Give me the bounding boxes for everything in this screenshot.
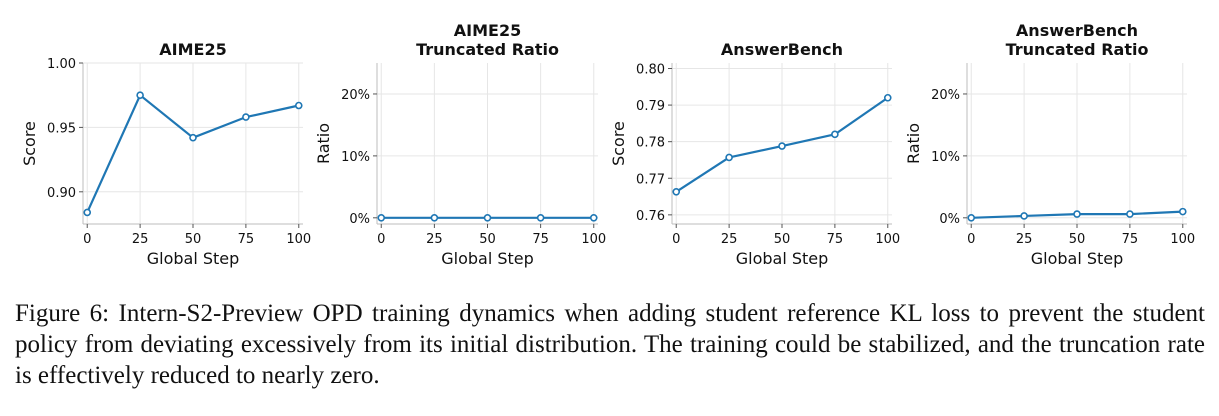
x-tick-label: 100: [286, 232, 311, 247]
x-tick-label: 50: [479, 232, 496, 247]
data-point: [483, 214, 492, 222]
x-tick-label: 25: [721, 232, 738, 247]
x-tick-label: 100: [581, 232, 606, 247]
chart-title: AIME25: [454, 21, 521, 40]
data-point: [1126, 210, 1134, 218]
data-point: [831, 130, 839, 139]
data-point: [778, 142, 786, 150]
figure-caption: Figure 6: Intern-S2-Preview OPD training…: [15, 300, 1205, 389]
data-point: [189, 133, 197, 142]
x-tick-label: 100: [875, 232, 900, 247]
data-point: [377, 214, 386, 222]
x-tick-label: 0: [967, 232, 975, 247]
data-point: [672, 188, 681, 196]
data-point: [883, 93, 892, 102]
x-tick-label: 50: [774, 232, 791, 247]
y-tick-label: 0%: [939, 212, 960, 227]
y-tick-label: 0.78: [636, 136, 665, 151]
x-axis-label: Global Step: [736, 249, 829, 268]
data-point: [589, 214, 598, 222]
y-axis-label: Ratio: [314, 123, 333, 164]
x-tick-label: 25: [1016, 232, 1033, 247]
data-point: [430, 214, 439, 222]
x-tick-label: 25: [426, 232, 443, 247]
data-point: [1020, 212, 1028, 220]
y-tick-label: 10%: [931, 150, 960, 165]
figure-charts: 0 25 50 75 100 0.90 0.95 1.00 AIME25 Global Step S…: [20, 21, 1195, 268]
data-point: [1178, 207, 1187, 216]
y-tick-label: 0.90: [47, 186, 76, 201]
data-point: [294, 101, 303, 110]
y-tick-label: 0.77: [636, 172, 665, 187]
data-point: [1073, 210, 1081, 218]
x-tick-label: 50: [1069, 232, 1086, 247]
data-point: [83, 208, 92, 217]
chart-title: AIME25: [159, 40, 226, 59]
y-axis-label: Score: [20, 121, 39, 166]
chart-title: AnswerBench: [1016, 21, 1138, 40]
x-axis-label: Global Step: [441, 249, 534, 268]
x-axis-label: Global Step: [147, 249, 240, 268]
data-point: [725, 153, 733, 162]
x-tick-label: 50: [185, 232, 202, 247]
data-point: [242, 113, 250, 121]
y-tick-label: 0.95: [47, 121, 76, 136]
chart-panel-3: 0 25 50 75 100 0.76 0.77 0.78 0.79 0.80 AnswerBenc…: [609, 40, 900, 268]
y-tick-label: 10%: [341, 150, 370, 165]
chart-title: AnswerBench: [721, 40, 843, 59]
y-tick-label: 1.00: [47, 57, 76, 72]
x-tick-label: 100: [1170, 232, 1195, 247]
x-tick-label: 75: [532, 232, 549, 247]
y-tick-label: 0.80: [636, 62, 665, 77]
chart-title: Truncated Ratio: [1006, 40, 1149, 59]
x-tick-label: 75: [238, 232, 255, 247]
y-tick-label: 20%: [341, 88, 370, 103]
y-tick-label: 0%: [349, 212, 370, 227]
chart-panel-1: 0 25 50 75 100 0.90 0.95 1.00 AIME25 Global Step S…: [20, 40, 311, 268]
y-tick-label: 0.79: [636, 99, 665, 114]
x-tick-label: 0: [377, 232, 385, 247]
x-tick-label: 0: [672, 232, 680, 247]
x-tick-label: 75: [1122, 232, 1139, 247]
chart-title: Truncated Ratio: [416, 40, 559, 59]
x-tick-label: 25: [132, 232, 149, 247]
y-axis-label: Score: [609, 121, 628, 166]
data-point: [967, 214, 976, 222]
y-tick-label: 20%: [931, 88, 960, 103]
y-tick-label: 0.76: [636, 209, 665, 224]
data-point: [536, 214, 545, 222]
y-axis-label: Ratio: [904, 123, 923, 164]
x-tick-label: 0: [83, 232, 91, 247]
x-tick-label: 75: [827, 232, 844, 247]
data-point: [136, 91, 144, 99]
x-axis-label: Global Step: [1031, 249, 1124, 268]
